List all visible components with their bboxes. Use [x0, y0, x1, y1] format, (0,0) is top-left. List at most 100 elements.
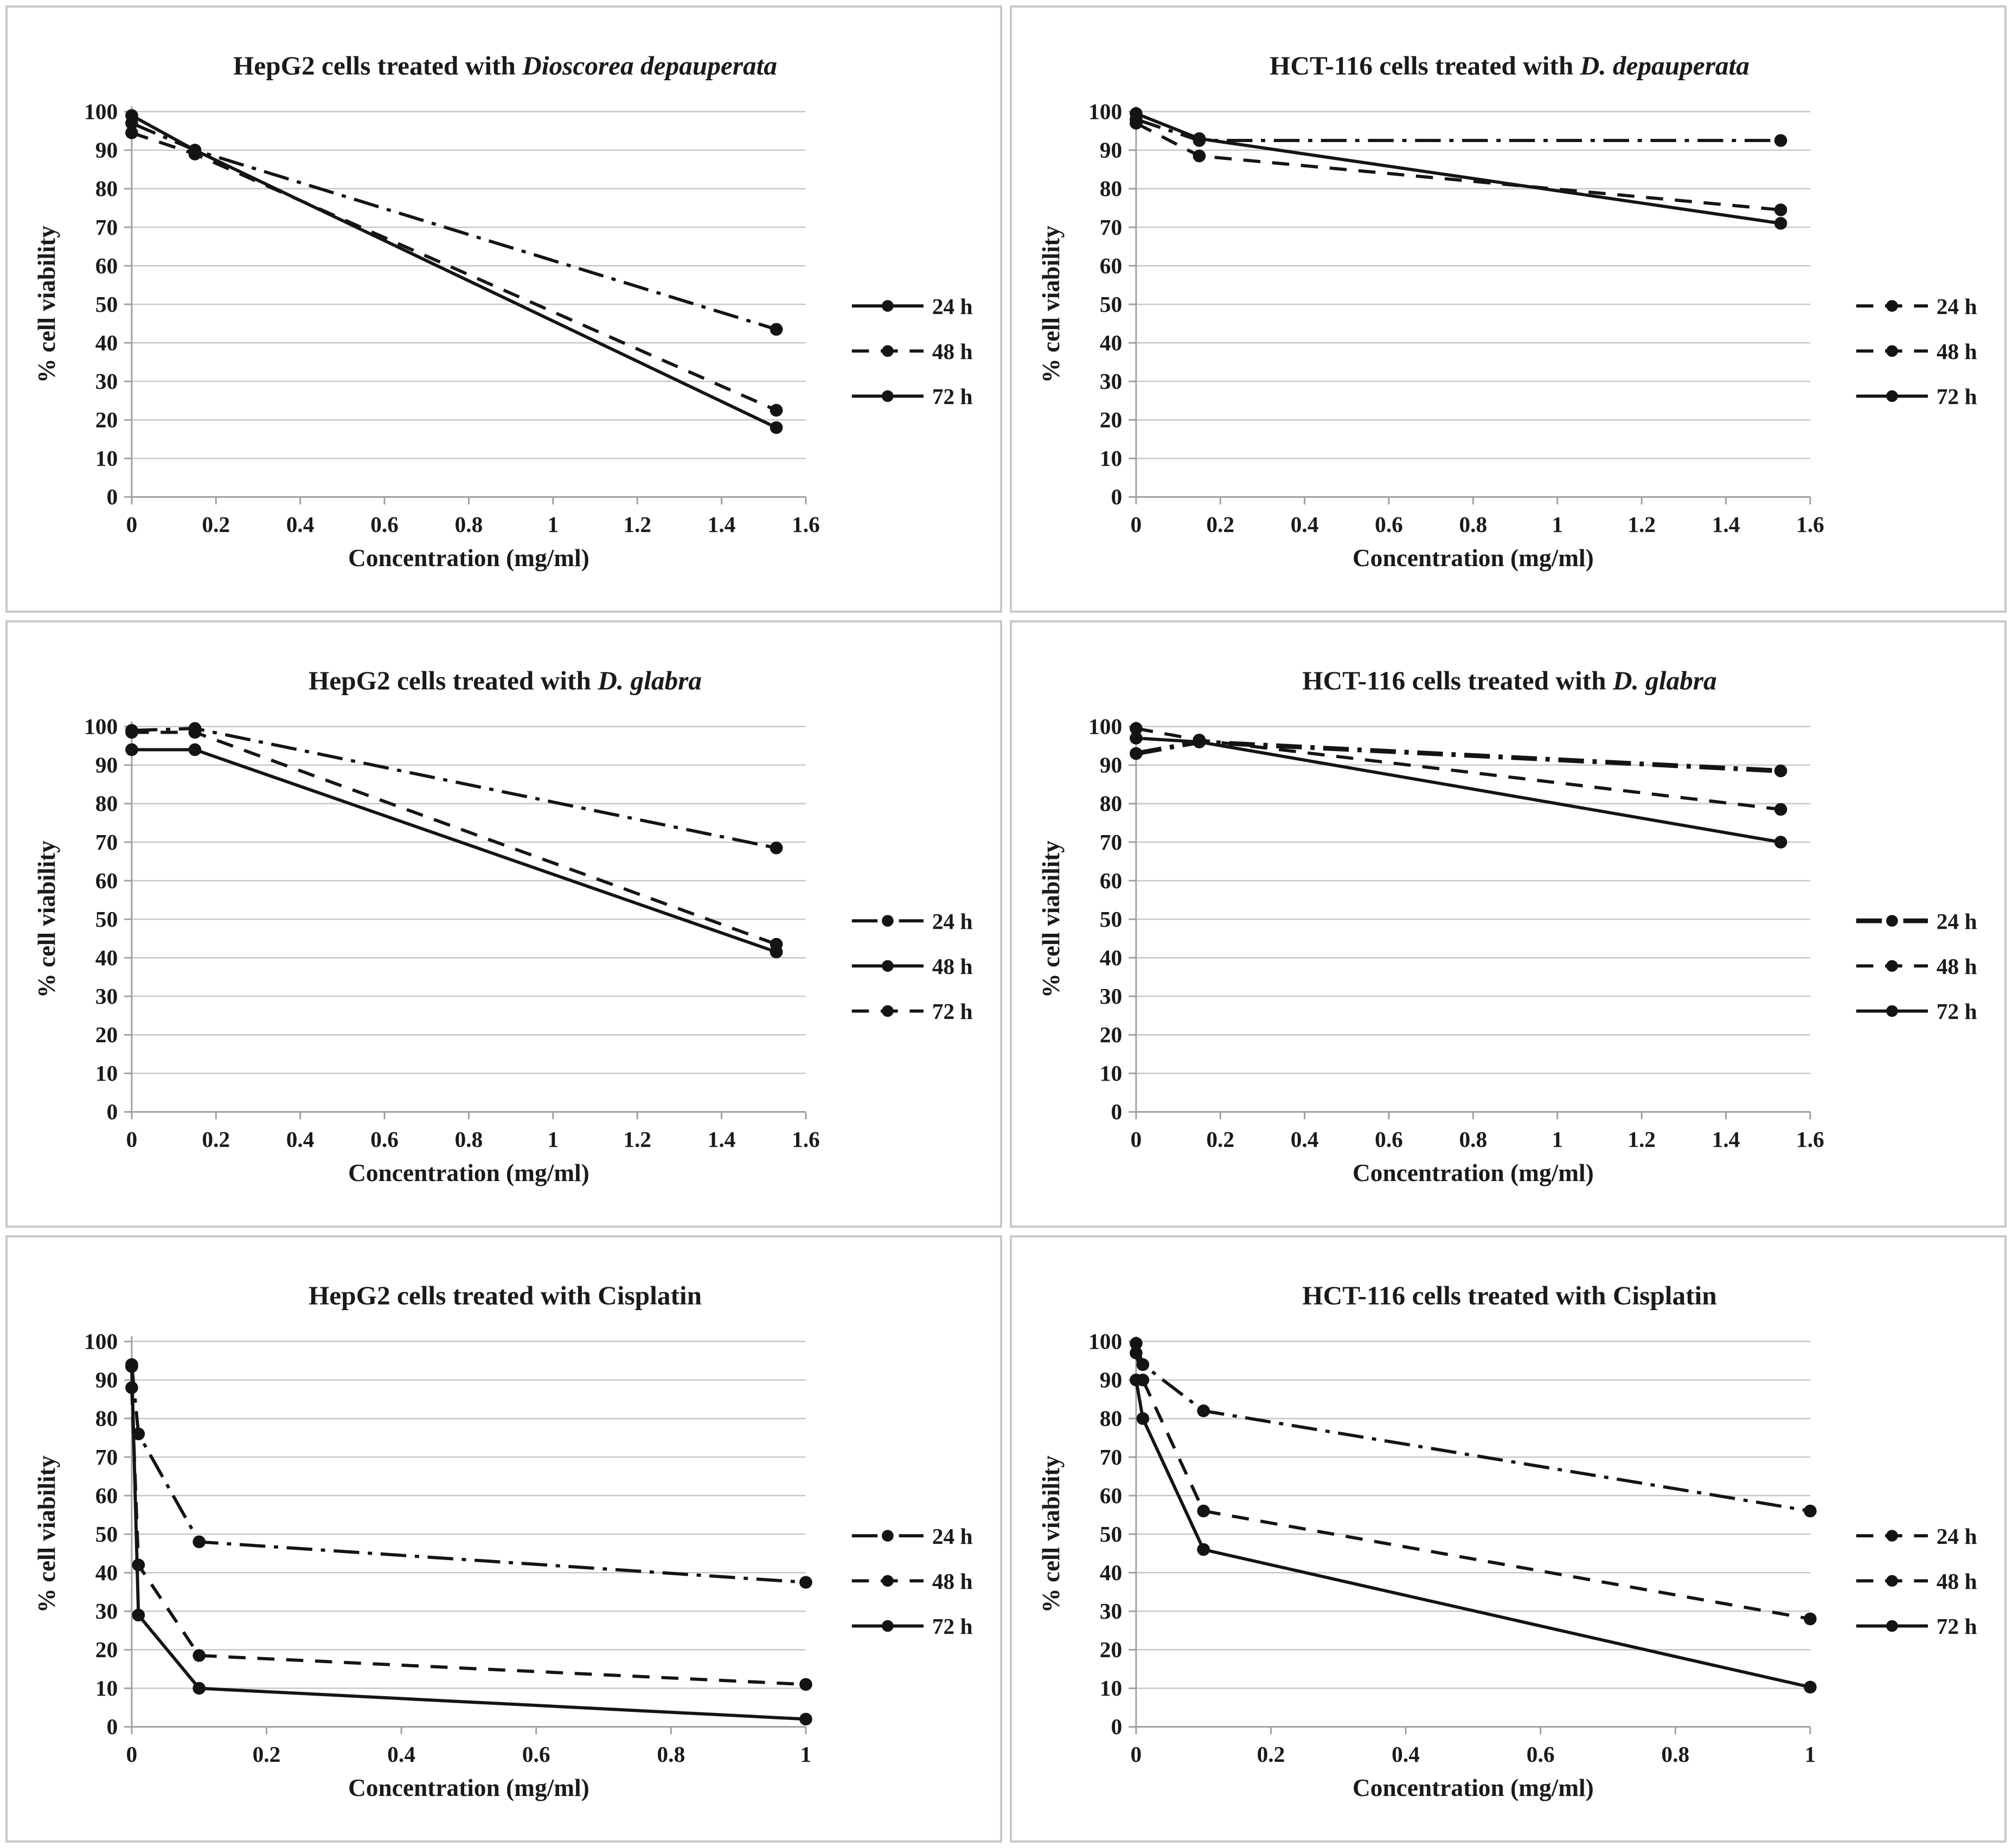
legend-item-72h: 72 h	[851, 999, 973, 1024]
chart-panel-hct116-depauperata: 0 10 20 30 40 50 60 70 80 90 100 0 0.2 0.4 0.6 0.8 1 1.2 1…	[1010, 5, 2007, 613]
x-axis-label: Concentration (mg/ml)	[1353, 544, 1594, 572]
y-tick-label: 0	[1111, 484, 1123, 509]
y-tick-label: 70	[95, 830, 118, 855]
y-tick-label: 60	[1100, 253, 1122, 278]
data-point-48h	[188, 743, 202, 756]
y-tick-label: 30	[95, 369, 118, 394]
x-tick-label: 0	[126, 1742, 138, 1767]
y-tick-label: 100	[1088, 1329, 1122, 1354]
legend-item-24h: 24 h	[851, 909, 973, 934]
y-tick-label: 70	[1100, 830, 1122, 855]
line-chart-hepg2-glabra: 0 10 20 30 40 50 60 70 80 90 100 0 0.2 0.4 0.6 0.8 1 1.2 1…	[33, 666, 973, 1186]
x-tick-label: 1.4	[1712, 512, 1740, 537]
legend-label: 24 h	[1937, 1524, 1977, 1549]
gridlines	[1136, 111, 1810, 459]
data-point-24h	[770, 841, 783, 855]
data-point-72h	[1197, 1543, 1210, 1556]
y-tick-label: 40	[95, 945, 118, 970]
x-axis-label: Concentration (mg/ml)	[348, 544, 589, 572]
y-tick-label: 20	[1100, 1637, 1122, 1662]
series-line-48h	[1135, 121, 1781, 211]
data-point-48h	[125, 126, 138, 139]
y-tick-label: 10	[1100, 446, 1122, 471]
series-line-72h	[1136, 736, 1782, 844]
data-point-24h	[1130, 1337, 1143, 1350]
series-line-48h	[130, 1388, 806, 1686]
chart-title: HCT-116 cells treated with D. depauperat…	[1270, 51, 1750, 81]
data-point-72h	[193, 1682, 206, 1695]
data-point-24h	[1804, 1504, 1817, 1518]
y-tick-label: 80	[95, 791, 118, 816]
x-tick-label: 0.8	[454, 512, 483, 537]
x-tick-label: 0.4	[286, 512, 315, 537]
data-point-72h	[1193, 735, 1206, 748]
legend-label: 24 h	[932, 1524, 973, 1549]
y-tick-label: 30	[95, 1599, 118, 1624]
y-tick-label: 80	[95, 1406, 118, 1431]
data-point-72h	[188, 144, 202, 157]
data-point-24h	[193, 1535, 206, 1549]
y-tick-label: 100	[84, 714, 118, 739]
y-axis-label: % cell viability	[33, 226, 60, 383]
chart-title: HCT-116 cells treated with Cisplatin	[1302, 1281, 1716, 1311]
legend-marker	[881, 345, 894, 357]
legend-label: 24 h	[1937, 909, 1977, 934]
y-tick-label: 30	[1100, 369, 1122, 394]
x-axis-label: Concentration (mg/ml)	[1353, 1159, 1594, 1186]
y-axis-label: % cell viability	[33, 840, 60, 998]
x-tick-label: 1	[1805, 1742, 1816, 1767]
data-point-72h	[1804, 1680, 1817, 1694]
data-point-48h	[1130, 1346, 1143, 1359]
axis-ticks: 0 10 20 30 40 50 60 70 80 90 100 0 0.2 0.4 0.6 0.8 1	[1088, 1329, 1816, 1767]
series-line-72h	[130, 1366, 806, 1721]
line-chart-hct116-glabra: 0 10 20 30 40 50 60 70 80 90 100 0 0.2 0.4 0.6 0.8 1 1.2 1…	[1037, 666, 1977, 1186]
legend-label: 72 h	[932, 384, 973, 409]
legend-item-72h: 72 h	[1856, 384, 1977, 409]
legend-marker	[1886, 1620, 1898, 1632]
y-tick-label: 20	[95, 1637, 118, 1662]
series-line-72h	[1135, 112, 1781, 225]
gridlines	[1136, 1340, 1810, 1689]
data-point-72h	[1130, 732, 1143, 745]
x-tick-label: 1.6	[1796, 512, 1824, 537]
y-tick-label: 80	[1100, 791, 1122, 816]
legend-item-24h: 24 h	[851, 294, 973, 319]
y-axis-label: % cell viability	[1037, 1455, 1065, 1613]
y-tick-label: 50	[1100, 907, 1122, 932]
y-tick-label: 90	[95, 138, 118, 163]
x-tick-label: 0.8	[1661, 1742, 1689, 1767]
series-line-24h	[131, 727, 777, 850]
data-point-48h	[1130, 117, 1143, 130]
legend-item-24h: 24 h	[1856, 294, 1977, 319]
x-tick-label: 0	[1131, 1127, 1142, 1152]
legend: 24 h 48 h 72 h	[851, 1524, 973, 1639]
data-point-48h	[125, 743, 138, 756]
legend-label: 48 h	[932, 339, 973, 364]
x-tick-label: 1.4	[1712, 1127, 1740, 1152]
axis-ticks: 0 10 20 30 40 50 60 70 80 90 100 0 0.2 0.4 0.6 0.8 1 1.2 1…	[1088, 99, 1824, 537]
legend-label: 48 h	[1937, 1569, 1977, 1594]
data-point-72h	[188, 726, 202, 739]
legend-marker	[1886, 960, 1898, 972]
legend-label: 48 h	[1937, 954, 1977, 979]
x-tick-label: 0.2	[1257, 1742, 1285, 1767]
legend-label: 72 h	[1937, 384, 1977, 409]
y-tick-label: 30	[1100, 984, 1122, 1009]
y-tick-label: 100	[84, 1329, 118, 1354]
legend-marker	[881, 1575, 894, 1587]
y-tick-label: 80	[95, 176, 118, 201]
y-tick-label: 100	[1088, 714, 1122, 739]
axis-ticks: 0 10 20 30 40 50 60 70 80 90 100 0 0.2 0.4 0.6 0.8 1 1.2 1…	[84, 714, 820, 1152]
y-tick-label: 40	[95, 330, 118, 355]
data-point-24h	[132, 1427, 145, 1441]
chart-title: HepG2 cells treated with D. glabra	[309, 666, 702, 696]
data-point-24h	[1197, 1404, 1210, 1417]
data-point-72h	[125, 1360, 138, 1373]
data-point-72h	[1130, 1374, 1143, 1387]
y-tick-label: 10	[95, 1061, 118, 1086]
legend: 24 h 48 h 72 h	[1856, 909, 1977, 1024]
y-axis-label: % cell viability	[1037, 226, 1065, 383]
x-tick-label: 0	[1131, 1742, 1142, 1767]
legend: 24 h 48 h 72 h	[851, 909, 973, 1024]
x-tick-label: 1.6	[792, 1127, 820, 1152]
